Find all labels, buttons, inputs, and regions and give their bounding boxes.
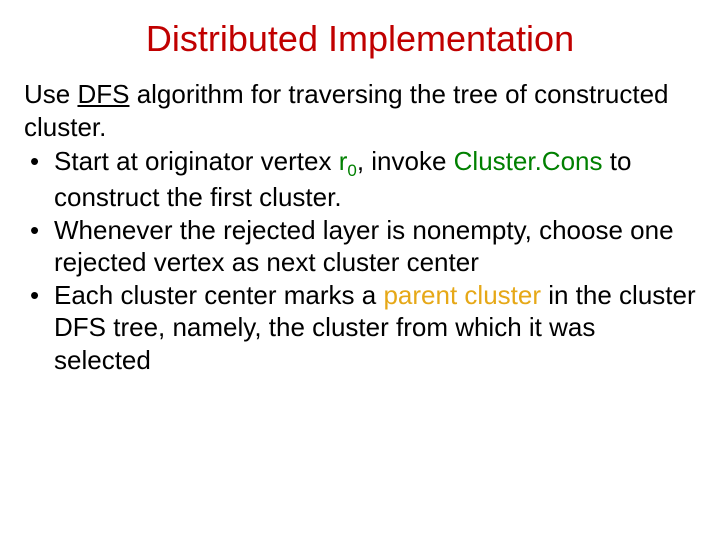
clustercons-term: Cluster.Cons: [454, 146, 603, 176]
intro-text: Use DFS algorithm for traversing the tre…: [24, 78, 696, 143]
bullet-2: Whenever the rejected layer is nonempty,…: [24, 214, 696, 279]
slide: Distributed Implementation Use DFS algor…: [0, 0, 720, 540]
originator-vertex-symbol: r0: [339, 146, 357, 176]
slide-title: Distributed Implementation: [24, 18, 696, 60]
r-subscript: 0: [347, 161, 356, 180]
b1-pre: Start at originator vertex: [54, 146, 339, 176]
bullet-3: Each cluster center marks a parent clust…: [24, 279, 696, 377]
slide-body: Use DFS algorithm for traversing the tre…: [24, 78, 696, 376]
b1-mid: , invoke: [357, 146, 454, 176]
dfs-underline: DFS: [77, 79, 129, 109]
parent-cluster-term: parent cluster: [383, 280, 541, 310]
bullet-list: Start at originator vertex r0, invoke Cl…: [24, 145, 696, 376]
intro-pre: Use: [24, 79, 77, 109]
b3-pre: Each cluster center marks a: [54, 280, 383, 310]
bullet-1: Start at originator vertex r0, invoke Cl…: [24, 145, 696, 214]
